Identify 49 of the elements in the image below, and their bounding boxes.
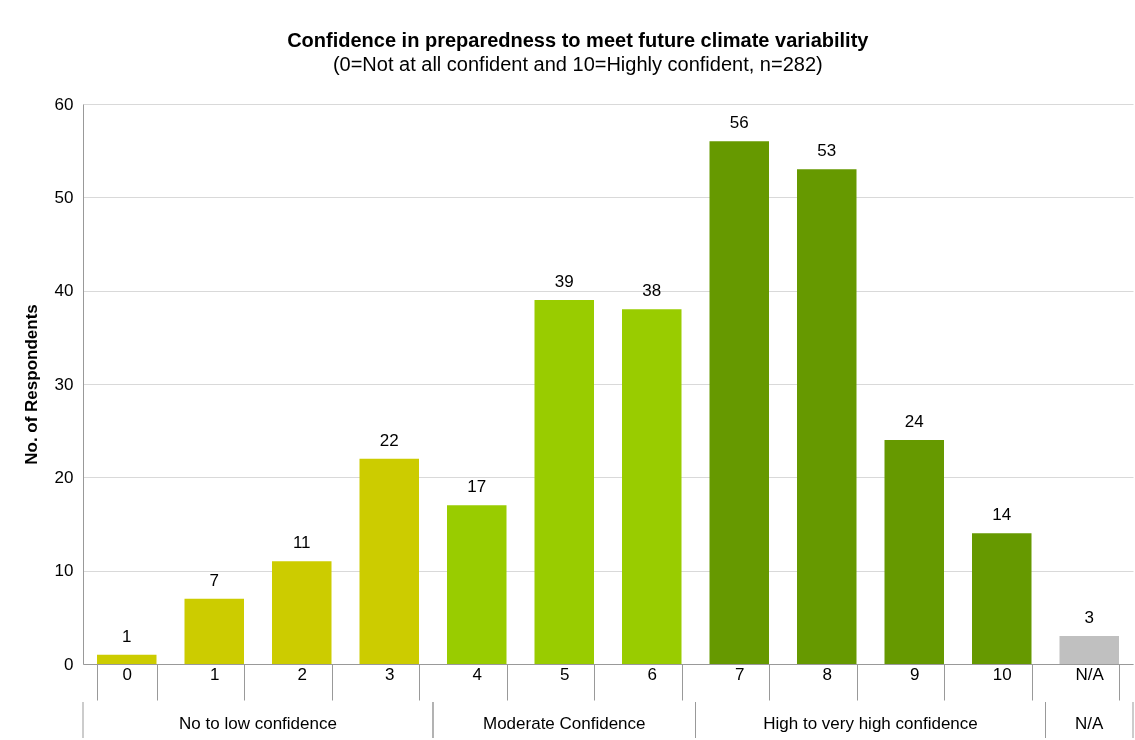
data-label: 56 bbox=[729, 113, 749, 133]
bar bbox=[797, 169, 857, 664]
x-tick-label: 4 bbox=[472, 664, 482, 684]
data-label: 38 bbox=[642, 281, 662, 301]
x-tick-label: 2 bbox=[297, 664, 307, 684]
x-tick-label: 5 bbox=[560, 664, 570, 684]
bar bbox=[709, 141, 769, 664]
text: N/A bbox=[1075, 714, 1105, 733]
bar bbox=[972, 533, 1032, 664]
x-tick-label: 7 bbox=[735, 664, 745, 684]
bar bbox=[534, 300, 594, 664]
y-tick-label: 40 bbox=[54, 281, 74, 301]
y-tick-label: 10 bbox=[54, 561, 74, 581]
x-tick-label: 8 bbox=[822, 664, 832, 684]
x-tick-label: 1 bbox=[210, 664, 220, 684]
text: High to very high confidence bbox=[763, 714, 978, 733]
bar bbox=[97, 654, 157, 664]
data-label: 22 bbox=[379, 430, 399, 450]
data-label: 39 bbox=[554, 272, 574, 291]
x-tick-label: 6 bbox=[647, 664, 657, 684]
chart-title: Confidence in preparedness to meet future climate variability bbox=[287, 29, 870, 51]
bar bbox=[447, 505, 507, 664]
data-label: 11 bbox=[292, 533, 311, 553]
y-tick-label: 30 bbox=[54, 374, 74, 394]
bar bbox=[622, 309, 682, 664]
data-label: 7 bbox=[209, 570, 219, 590]
data-label: 53 bbox=[817, 141, 837, 161]
x-tick-label: 10 bbox=[992, 664, 1012, 684]
data-label: 17 bbox=[467, 477, 487, 497]
bar bbox=[1059, 636, 1119, 664]
y-tick-label: 50 bbox=[54, 187, 74, 207]
text: Moderate Confidence bbox=[482, 714, 646, 733]
data-label: 14 bbox=[992, 505, 1012, 525]
data-label: 24 bbox=[904, 412, 924, 431]
bar bbox=[184, 598, 244, 664]
x-tick-label: 9 bbox=[910, 664, 920, 684]
y-axis-title: No. of Respondents bbox=[21, 304, 41, 465]
y-tick-label: 60 bbox=[54, 94, 74, 114]
bar bbox=[884, 440, 944, 664]
chart-subtitle: (0=Not at all confident and 10=Highly confident, n=282) bbox=[332, 53, 823, 75]
x-tick-label: N/A bbox=[1075, 664, 1105, 684]
bar bbox=[359, 458, 419, 664]
x-tick-label: 3 bbox=[385, 664, 395, 684]
bar bbox=[272, 561, 332, 664]
text: No to low confidence bbox=[179, 714, 337, 733]
data-label: 3 bbox=[1084, 608, 1094, 627]
y-tick-label: 20 bbox=[54, 467, 74, 487]
data-label: 1 bbox=[122, 626, 132, 646]
x-tick-label: 0 bbox=[122, 664, 132, 684]
